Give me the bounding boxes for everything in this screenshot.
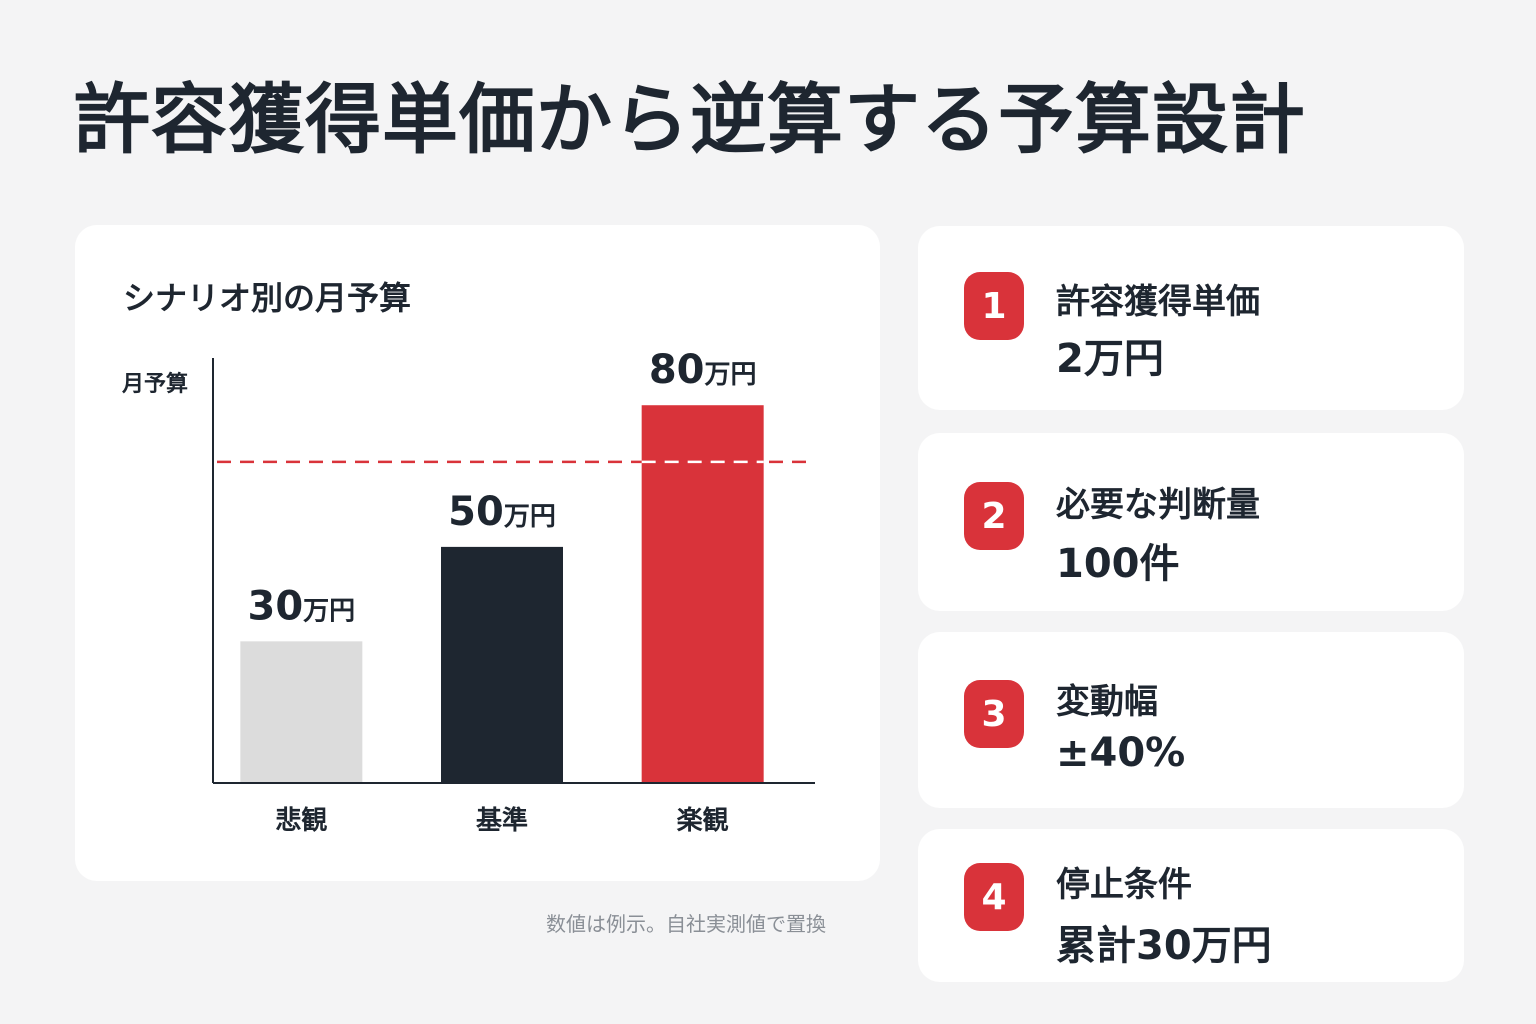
y-axis-label: 月予算: [121, 371, 188, 397]
data-label-1: 30万円: [247, 583, 355, 629]
info-card-2: 2 必要な判断量 100件: [918, 433, 1464, 611]
chart-card: シナリオ別の月予算 月予算 30万円悲観 50万円基準 80万円楽観: [75, 225, 880, 881]
info-label-4: 停止条件: [1056, 865, 1192, 905]
info-value-3: ±40%: [1056, 730, 1186, 776]
step-badge-3: 3: [964, 680, 1024, 748]
category-label-2: 基準: [476, 805, 528, 836]
data-label-3: 80万円: [649, 347, 757, 393]
step-badge-2: 2: [964, 482, 1024, 550]
info-card-1: 1 許容獲得単価 2万円: [918, 226, 1464, 410]
bar-3: [641, 405, 764, 783]
info-value-1: 2万円: [1056, 336, 1164, 382]
info-label-2: 必要な判断量: [1056, 485, 1260, 525]
footnote: 数値は例示。自社実測値で置換: [546, 912, 826, 936]
category-label-1: 悲観: [275, 805, 327, 836]
category-label-3: 楽観: [677, 805, 729, 836]
info-value-4: 累計30万円: [1056, 923, 1272, 969]
step-badge-1: 1: [964, 272, 1024, 340]
page-title: 許容獲得単価から逆算する予算設計: [74, 75, 1306, 164]
info-card-3: 3 変動幅 ±40%: [918, 632, 1464, 808]
data-label-2: 50万円: [448, 489, 556, 535]
step-badge-4: 4: [964, 863, 1024, 931]
info-label-1: 許容獲得単価: [1056, 282, 1260, 322]
bar-2: [441, 546, 563, 783]
info-label-3: 変動幅: [1056, 682, 1158, 722]
info-card-4: 4 停止条件 累計30万円: [918, 829, 1464, 982]
bar-1: [240, 641, 363, 783]
info-value-2: 100件: [1056, 541, 1180, 587]
chart-title: シナリオ別の月予算: [123, 279, 412, 317]
